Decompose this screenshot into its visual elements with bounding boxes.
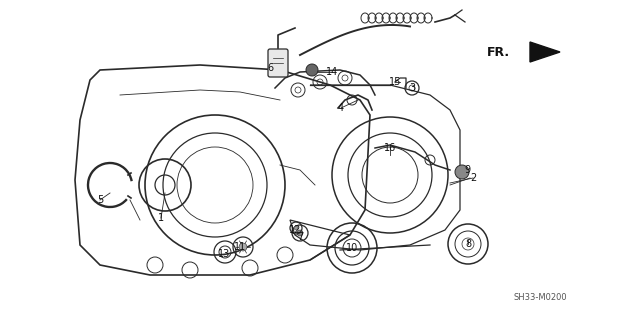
Text: 14: 14 [326, 67, 338, 77]
Text: 1: 1 [158, 213, 164, 223]
Text: 12: 12 [289, 225, 301, 235]
Circle shape [455, 165, 469, 179]
Circle shape [297, 230, 303, 236]
Text: 6: 6 [267, 63, 273, 73]
Text: 9: 9 [464, 165, 470, 175]
Text: 4: 4 [338, 103, 344, 113]
Polygon shape [530, 42, 560, 62]
Text: 10: 10 [346, 243, 358, 253]
Text: 11: 11 [234, 242, 246, 252]
Text: FR.: FR. [487, 46, 510, 58]
Text: 16: 16 [384, 143, 396, 153]
Text: 15: 15 [389, 77, 401, 87]
FancyBboxPatch shape [268, 49, 288, 77]
Text: 8: 8 [465, 239, 471, 249]
Circle shape [306, 64, 318, 76]
Circle shape [294, 226, 298, 230]
Text: 3: 3 [409, 83, 415, 93]
Text: 7: 7 [297, 232, 303, 242]
Circle shape [239, 243, 247, 251]
Text: SH33-M0200: SH33-M0200 [513, 293, 567, 302]
Text: 5: 5 [97, 195, 103, 205]
Text: 2: 2 [470, 173, 476, 183]
Text: 13: 13 [218, 249, 230, 259]
